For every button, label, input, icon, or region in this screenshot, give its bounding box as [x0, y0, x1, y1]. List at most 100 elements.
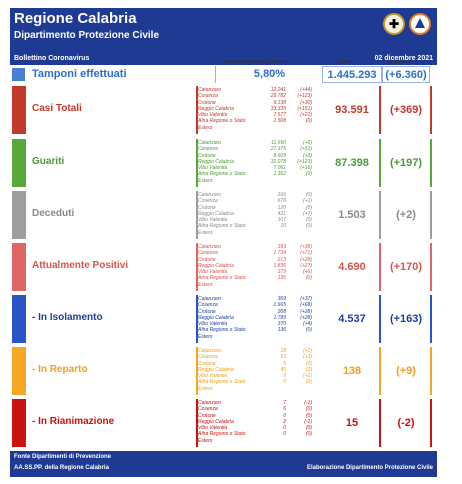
section-color-bar: [12, 243, 26, 291]
section-end-bar: [430, 347, 432, 395]
province-delta: (0): [305, 223, 312, 230]
province-value: 27.375: [270, 146, 286, 153]
province-value: 107: [277, 217, 286, 224]
province-row: Vibo Valentia 370 (+4): [198, 321, 316, 327]
province-value: 120: [277, 204, 286, 211]
province-name: Vibo Valentia: [198, 373, 228, 380]
province-delta: (0): [305, 412, 312, 419]
province-row: Reggio Calabria 31.078 (+123): [198, 159, 316, 165]
province-delta: (+30): [300, 99, 312, 106]
province-delta: (0): [305, 379, 312, 386]
bulletin-date: 02 dicembre 2021: [374, 55, 433, 62]
footer-source-2: AA.SS.PP. della Regione Calabria: [14, 465, 109, 471]
page-title: Regione Calabria: [14, 10, 137, 27]
section-end-bar: [430, 243, 432, 291]
footer: Fonte Dipartimenti di Prevenzione AA.SS.…: [10, 451, 437, 477]
section-label: Guariti: [32, 156, 65, 167]
province-delta: (0): [305, 204, 312, 211]
section-total: 93.591: [335, 104, 369, 116]
tamponi-variation: (+6.360): [382, 66, 430, 83]
province-value: 0: [283, 431, 286, 438]
header: Regione Calabria Dipartimento Protezione…: [10, 8, 437, 53]
tamponi-row: Tamponi effettuati 5,80% 1.445.293 (+6.3…: [10, 66, 437, 83]
province-name: Cosenza: [198, 406, 218, 413]
province-row: Crotone 213 (+28): [198, 257, 316, 263]
section-2: Deceduti Catanzaro 166 (0) Cosenza 679 (+…: [10, 191, 437, 239]
province-value: 1.836: [273, 262, 286, 269]
province-value: 45: [280, 366, 286, 373]
section-list-divider: [196, 399, 198, 447]
province-name: Reggio Calabria: [198, 262, 234, 269]
province-delta: (+1): [302, 373, 312, 380]
province-row: Crotone 120 (0): [198, 205, 316, 211]
section-3: Attualmente Positivi Catanzaro 393 (+38)…: [10, 243, 437, 291]
province-value: 9.138: [273, 99, 286, 106]
province-name: Altra Regione o Stato Estero: [198, 431, 246, 444]
province-name: Cosenza: [198, 198, 218, 205]
province-value: 0: [283, 412, 286, 419]
tamponi-color-marker: [12, 68, 25, 81]
province-row: Altra Regione o Stato Estero 136 (0): [198, 275, 316, 288]
province-value: 1.665: [273, 302, 286, 309]
footer-credit: Elaborazione Dipartimento Protezione Civ…: [306, 465, 433, 471]
province-row: Vibo Valentia 379 (+6): [198, 269, 316, 275]
section-list-divider: [196, 139, 198, 187]
province-name: Reggio Calabria: [198, 418, 234, 425]
province-delta: (+6): [302, 269, 312, 276]
province-row: Reggio Calabria 421 (+1): [198, 211, 316, 217]
province-name: Catanzaro: [198, 296, 222, 302]
province-row: Reggio Calabria 33.335 (+151): [198, 106, 316, 112]
province-name: Reggio Calabria: [198, 105, 234, 112]
section-end-bar: [430, 399, 432, 447]
province-value: 2: [283, 418, 286, 425]
province-name: Cosenza: [198, 354, 218, 361]
section-end-bar: [430, 191, 432, 239]
province-name: Altra Regione o Stato Estero: [198, 223, 246, 236]
province-name: Catanzaro: [198, 87, 222, 93]
column-header-pct: percentuale tamponi positivi: [224, 59, 286, 65]
province-delta: (+28): [300, 308, 312, 315]
province-delta: (+68): [300, 302, 312, 309]
province-name: Altra Regione o Stato Estero: [198, 275, 246, 288]
province-list: Catanzaro 393 (+38) Cosenza 1.734 (+71) Cr…: [198, 244, 316, 288]
subheader-bar: Bollettino Coronavirus 02 dicembre 2021: [10, 53, 437, 65]
province-list: Catanzaro 12.241 (+44) Cosenza 29.782 (+1…: [198, 87, 316, 131]
province-row: Crotone 0 (0): [198, 413, 316, 419]
province-list: Catanzaro 166 (0) Cosenza 679 (+1) Crotone…: [198, 192, 316, 236]
province-name: Crotone: [198, 256, 216, 263]
section-label: - In Reparto: [32, 364, 88, 375]
section-total-divider: [379, 243, 381, 291]
province-name: Reggio Calabria: [198, 366, 234, 373]
tamponi-pct: 5,80%: [215, 66, 323, 83]
province-name: Cosenza: [198, 146, 218, 153]
province-row: Reggio Calabria 1.836 (+27): [198, 263, 316, 269]
footer-source: Fonte Dipartimenti di Prevenzione: [14, 454, 112, 460]
section-end-bar: [430, 295, 432, 343]
province-value: 18: [280, 348, 286, 354]
province-list: Catanzaro 18 (+1) Cosenza 63 (+3) Crotone …: [198, 348, 316, 392]
province-row: Crotone 9.138 (+30): [198, 100, 316, 106]
province-delta: (0): [305, 366, 312, 373]
section-list-divider: [196, 347, 198, 395]
province-delta: (+71): [300, 250, 312, 257]
province-row: Altra Regione o Stato Estero 1.362 (0): [198, 171, 316, 184]
province-delta: (-1): [304, 418, 312, 425]
province-row: Catanzaro 12.241 (+44): [198, 87, 316, 93]
province-value: 7.061: [273, 165, 286, 172]
column-header-variation: variazione: [387, 59, 410, 65]
province-delta: (0): [305, 425, 312, 432]
province-delta: (+28): [300, 314, 312, 321]
province-value: 6: [283, 406, 286, 413]
province-value: 10: [280, 223, 286, 230]
section-6: - In Rianimazione Catanzaro 7 (-1) Cosenz…: [10, 399, 437, 447]
province-name: Altra Regione o Stato Estero: [198, 327, 246, 340]
section-list-divider: [196, 295, 198, 343]
province-value: 7: [283, 400, 286, 406]
province-name: Vibo Valentia: [198, 321, 228, 328]
province-name: Crotone: [198, 308, 216, 315]
province-row: Reggio Calabria 45 (0): [198, 367, 316, 373]
province-name: Reggio Calabria: [198, 314, 234, 321]
province-name: Crotone: [198, 99, 216, 106]
province-row: Catanzaro 393 (+38): [198, 244, 316, 250]
section-label: Attualmente Positivi: [32, 260, 129, 271]
